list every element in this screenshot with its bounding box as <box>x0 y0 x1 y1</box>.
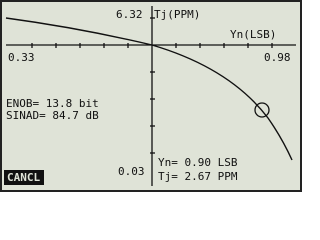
x-max: 0.98 <box>264 51 291 64</box>
trace-cursor <box>254 102 270 118</box>
trace-y: Tj= 2.67 PPM <box>158 170 238 183</box>
y-max: 6.32 <box>116 8 143 21</box>
cancel-button-bg[interactable] <box>4 170 44 185</box>
y-min: 0.03 <box>118 165 145 178</box>
calculator-screen: 6.32 Tj(PPM) Yn(LSB) 0.33 0.98 ENOB= 13.… <box>0 0 302 192</box>
x-label: Yn(LSB) <box>230 28 276 41</box>
enob: ENOB= 13.8 bit <box>6 97 99 110</box>
sinad: SINAD= 84.7 dB <box>6 109 99 122</box>
curve <box>5 17 293 161</box>
axis-ticks <box>31 17 273 154</box>
trace-x: Yn= 0.90 LSB <box>158 156 238 169</box>
cancel-button[interactable]: CANCL <box>7 171 40 184</box>
y-label: Tj(PPM) <box>154 8 200 21</box>
screen-frame <box>0 0 302 192</box>
x-min: 0.33 <box>8 51 35 64</box>
